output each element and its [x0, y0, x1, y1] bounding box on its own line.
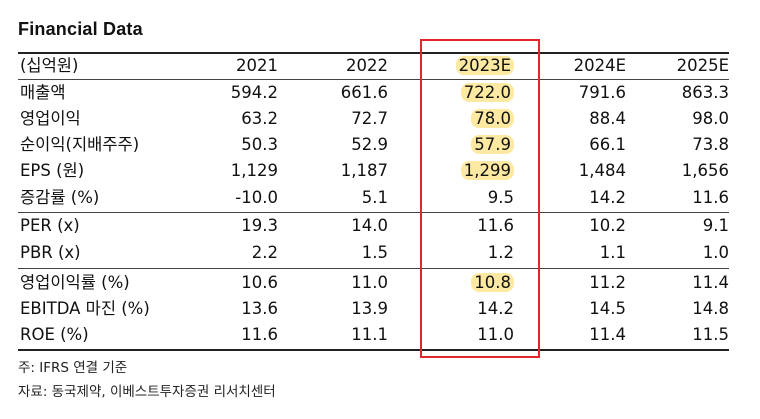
row-label: 영업이익 [20, 109, 81, 128]
row-label: ROE (%) [20, 325, 89, 344]
row-label: EBITDA 마진 (%) [20, 299, 150, 318]
cell-value: 50.3 [241, 135, 278, 154]
table-row: EBITDA 마진 (%) 13.6 13.9 14.2 14.5 14.8 [18, 296, 729, 322]
cell-value: -10.0 [235, 188, 278, 207]
table-row: 순이익(지배주주) 50.3 52.9 57.9 66.1 73.8 [18, 132, 729, 158]
row-label: EPS (원) [20, 161, 85, 180]
divider-after-eps-growth [18, 212, 729, 213]
row-label: 영업이익률 (%) [20, 273, 130, 292]
cell-value: 1,187 [340, 161, 388, 180]
highlighted-value: 78.0 [471, 109, 514, 128]
cell-value: 9.5 [487, 188, 514, 207]
cell-value: 722.0 [414, 80, 514, 106]
highlight-box-2023e [420, 39, 540, 358]
table-top-border [18, 52, 729, 54]
cell-value: 791.6 [578, 83, 626, 102]
cell-value: 1,484 [578, 161, 626, 180]
row-label: PER (x) [20, 216, 80, 235]
cell-value: 52.9 [351, 135, 388, 154]
cell-value: 63.2 [241, 109, 278, 128]
table-row: 영업이익률 (%) 10.6 11.0 10.8 11.2 11.4 [18, 270, 729, 296]
cell-value: 78.0 [414, 106, 514, 132]
cell-value: 57.9 [414, 132, 514, 158]
table-row: 영업이익 63.2 72.7 78.0 88.4 98.0 [18, 106, 729, 132]
cell-value: 11.2 [589, 273, 626, 292]
cell-value: 73.8 [692, 135, 729, 154]
table-row: ROE (%) 11.6 11.1 11.0 11.4 11.5 [18, 322, 729, 348]
cell-value: 1.5 [361, 243, 388, 262]
cell-value: 88.4 [589, 109, 626, 128]
cell-value: 10.8 [414, 270, 514, 296]
highlighted-value: 1,299 [460, 161, 514, 180]
cell-value: 5.1 [361, 188, 388, 207]
table-bottom-border [18, 349, 729, 351]
cell-value: 66.1 [589, 135, 626, 154]
cell-value: 14.5 [589, 299, 626, 318]
cell-value: 11.6 [477, 216, 514, 235]
cell-value: 9.1 [702, 216, 729, 235]
cell-value: 11.5 [692, 325, 729, 344]
row-label: 매출액 [20, 83, 66, 102]
source-note: 자료: 동국제약, 이베스트투자증권 리서치센터 [18, 384, 276, 400]
table-header-row: (십억원) 2021 2022 2023E 2024E 2025E [18, 53, 729, 79]
cell-value: 10.6 [241, 273, 278, 292]
year-2022: 2022 [346, 56, 388, 75]
year-2021: 2021 [236, 56, 278, 75]
table-title: Financial Data [18, 19, 143, 39]
year-2023e: 2023E [414, 53, 514, 79]
cell-value: 11.1 [351, 325, 388, 344]
table-row: PER (x) 19.3 14.0 11.6 10.2 9.1 [18, 213, 729, 239]
cell-value: 1,129 [230, 161, 278, 180]
table-row: EPS (원) 1,129 1,187 1,299 1,484 1,656 [18, 158, 729, 184]
row-label: 증감률 (%) [20, 188, 100, 207]
header-divider [18, 79, 729, 80]
year-2025e: 2025E [676, 56, 729, 75]
cell-value: 11.4 [692, 273, 729, 292]
cell-value: 863.3 [681, 83, 729, 102]
cell-value: 1.0 [702, 243, 729, 262]
cell-value: 98.0 [692, 109, 729, 128]
cell-value: 72.7 [351, 109, 388, 128]
year-2023e-highlight: 2023E [455, 56, 514, 75]
cell-value: 14.2 [589, 188, 626, 207]
cell-value: 1.1 [599, 243, 626, 262]
footnote: 주: IFRS 연결 기준 [18, 360, 128, 376]
row-label: 순이익(지배주주) [20, 135, 140, 154]
cell-value: 11.0 [477, 325, 514, 344]
cell-value: 1,299 [414, 158, 514, 184]
table-row: PBR (x) 2.2 1.5 1.2 1.1 1.0 [18, 240, 729, 266]
table-row: 증감률 (%) -10.0 5.1 9.5 14.2 11.6 [18, 185, 729, 211]
cell-value: 14.0 [351, 216, 388, 235]
cell-value: 11.6 [241, 325, 278, 344]
unit-label: (십억원) [20, 56, 79, 75]
cell-value: 13.9 [351, 299, 388, 318]
cell-value: 11.6 [692, 188, 729, 207]
cell-value: 1.2 [487, 243, 514, 262]
cell-value: 594.2 [230, 83, 278, 102]
cell-value: 14.8 [692, 299, 729, 318]
year-2024e: 2024E [573, 56, 626, 75]
highlighted-value: 10.8 [471, 273, 514, 292]
highlighted-value: 722.0 [460, 83, 514, 102]
row-label: PBR (x) [20, 243, 81, 262]
cell-value: 13.6 [241, 299, 278, 318]
cell-value: 661.6 [340, 83, 388, 102]
cell-value: 11.4 [589, 325, 626, 344]
cell-value: 1,656 [681, 161, 729, 180]
cell-value: 2.2 [251, 243, 278, 262]
table-row: 매출액 594.2 661.6 722.0 791.6 863.3 [18, 80, 729, 106]
cell-value: 14.2 [477, 299, 514, 318]
cell-value: 11.0 [351, 273, 388, 292]
highlighted-value: 57.9 [471, 135, 514, 154]
cell-value: 10.2 [589, 216, 626, 235]
cell-value: 19.3 [241, 216, 278, 235]
divider-after-valuation [18, 268, 729, 269]
